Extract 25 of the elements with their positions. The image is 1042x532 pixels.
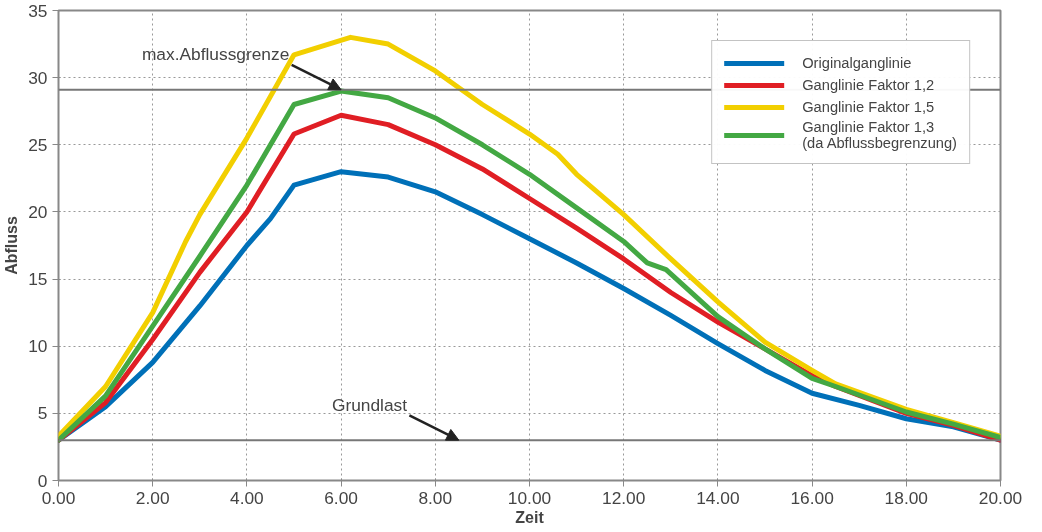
x-tick-label: 10.00 [507, 487, 552, 508]
y-tick-label: 30 [28, 67, 48, 88]
x-tick-label: 4.00 [230, 487, 264, 508]
y-tick-label: 10 [28, 336, 48, 357]
y-tick-label: 35 [28, 0, 48, 21]
x-tick-label: 8.00 [418, 487, 453, 508]
x-tick-label: 12.00 [602, 487, 646, 508]
legend-label: Ganglinie Faktor 1,3 (da Abflussbegrenzung) [802, 119, 957, 151]
y-axis-title: Abfluss [3, 216, 21, 275]
y-tick-label: 20 [28, 201, 48, 222]
y-tick-label: 15 [28, 269, 48, 290]
x-tick-label: 14.00 [696, 487, 740, 508]
x-tick-label: 2.00 [135, 487, 170, 508]
x-tick-label: 18.00 [884, 487, 928, 508]
x-tick-label: 16.00 [790, 487, 834, 508]
legend-label: Ganglinie Faktor 1,2 [802, 77, 935, 93]
annotation: Grundlast [331, 394, 408, 415]
y-tick-label: 25 [28, 134, 48, 155]
annotation: max.Abflussgrenze [141, 44, 290, 65]
y-tick-label: 5 [37, 403, 48, 424]
legend-label: Originalganglinie [802, 55, 912, 71]
legend-label: Ganglinie Faktor 1,5 [802, 99, 935, 115]
x-tick-label: 6.00 [324, 487, 358, 508]
x-axis-title: Zeit [515, 508, 545, 526]
x-tick-label: 20.00 [978, 487, 1023, 508]
